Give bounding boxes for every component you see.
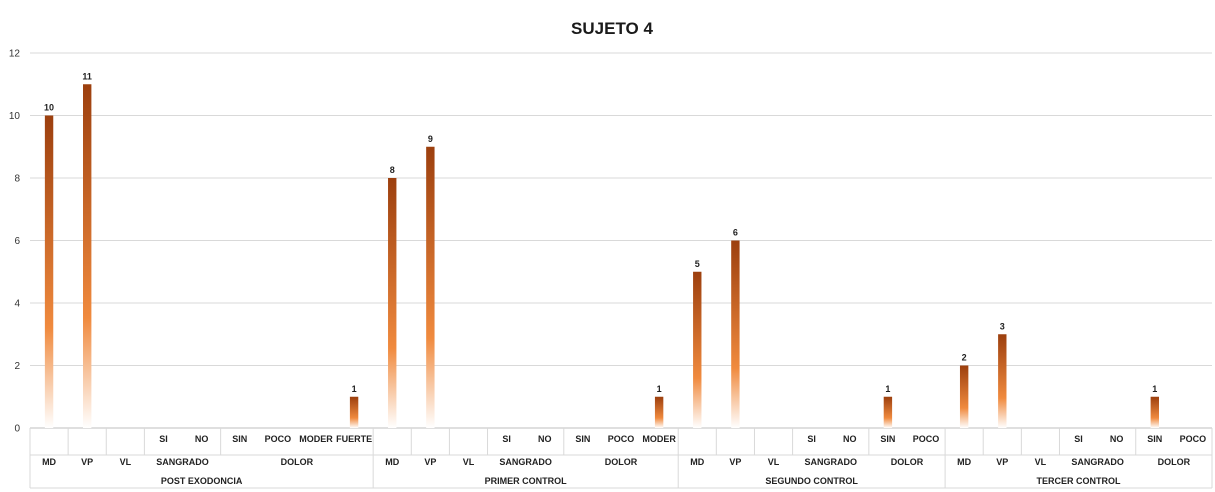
x-subgroup-label: VL [463, 457, 475, 467]
x-item-label: POCO [913, 434, 940, 444]
x-subgroup-label: VL [120, 457, 132, 467]
x-subgroup-label: DOLOR [1158, 457, 1191, 467]
x-item-label: SIN [232, 434, 247, 444]
bar [1150, 396, 1160, 428]
y-tick-label: 8 [14, 174, 20, 185]
y-tick-label: 0 [14, 424, 20, 435]
x-subgroup-label: MD [42, 457, 56, 467]
x-item-label: SI [1074, 434, 1083, 444]
data-label: 5 [695, 259, 700, 269]
data-label: 9 [428, 134, 433, 144]
bar [44, 115, 54, 428]
x-subgroup-label: MD [957, 457, 971, 467]
x-item-label: POCO [1180, 434, 1207, 444]
x-subgroup-label: MD [385, 457, 399, 467]
bar [883, 396, 893, 428]
gridlines [30, 52, 1212, 429]
bar [998, 334, 1007, 428]
x-item-label: SI [502, 434, 511, 444]
x-item-label: FUERTE [336, 434, 372, 444]
x-group-label: PRIMER CONTROL [485, 476, 568, 486]
x-subgroup-label: VL [1035, 457, 1047, 467]
y-tick-label: 6 [14, 236, 20, 247]
x-subgroup-label: DOLOR [281, 457, 314, 467]
data-label: 1 [885, 384, 890, 394]
x-subgroup-label: DOLOR [605, 457, 638, 467]
bar [959, 365, 969, 428]
bar [349, 396, 359, 428]
bar [388, 178, 397, 428]
x-item-label: NO [538, 434, 552, 444]
x-group-label: TERCER CONTROL [1037, 476, 1121, 486]
x-subgroup-label: VP [81, 457, 93, 467]
data-label: 1 [657, 384, 662, 394]
x-group-label: POST EXODONCIA [161, 476, 243, 486]
data-label: 2 [962, 353, 967, 363]
x-item-label: SI [159, 434, 168, 444]
data-label: 1 [352, 384, 357, 394]
bar [82, 84, 92, 428]
x-subgroup-label: SANGRADO [156, 457, 209, 467]
x-item-label: SIN [1147, 434, 1162, 444]
bar [426, 146, 435, 428]
x-item-label: SIN [575, 434, 590, 444]
x-item-label: POCO [265, 434, 292, 444]
y-tick-label: 2 [14, 361, 20, 372]
x-group-label: SEGUNDO CONTROL [765, 476, 858, 486]
chart-title: SUJETO 4 [571, 19, 653, 38]
data-label: 3 [1000, 321, 1005, 331]
x-subgroup-label: SANGRADO [1071, 457, 1124, 467]
data-label: 10 [44, 103, 54, 113]
x-subgroup-label: SANGRADO [499, 457, 552, 467]
x-subgroup-label: VP [996, 457, 1008, 467]
x-subgroup-label: VP [729, 457, 741, 467]
x-subgroup-label: VL [768, 457, 780, 467]
x-item-label: SI [807, 434, 816, 444]
x-item-label: SIN [880, 434, 895, 444]
x-subgroup-label: MD [690, 457, 704, 467]
bar [654, 396, 664, 428]
x-subgroup-label: VP [424, 457, 436, 467]
data-label: 11 [82, 71, 92, 81]
data-label: 1 [1152, 384, 1157, 394]
x-subgroup-label: SANGRADO [804, 457, 857, 467]
bar [693, 271, 702, 428]
y-tick-label: 10 [9, 111, 21, 122]
data-label: 8 [390, 165, 395, 175]
x-item-label: MODER [642, 434, 676, 444]
y-tick-label: 4 [14, 299, 20, 310]
x-item-label: NO [843, 434, 857, 444]
bar [731, 240, 740, 428]
y-tick-label: 12 [9, 49, 21, 60]
x-item-label: NO [1110, 434, 1124, 444]
x-subgroup-label: DOLOR [891, 457, 924, 467]
x-item-label: MODER [299, 434, 333, 444]
data-label: 6 [733, 228, 738, 238]
x-item-label: NO [195, 434, 209, 444]
x-item-label: POCO [608, 434, 635, 444]
y-axis: 0 2 4 6 8 10 12 [9, 49, 21, 435]
